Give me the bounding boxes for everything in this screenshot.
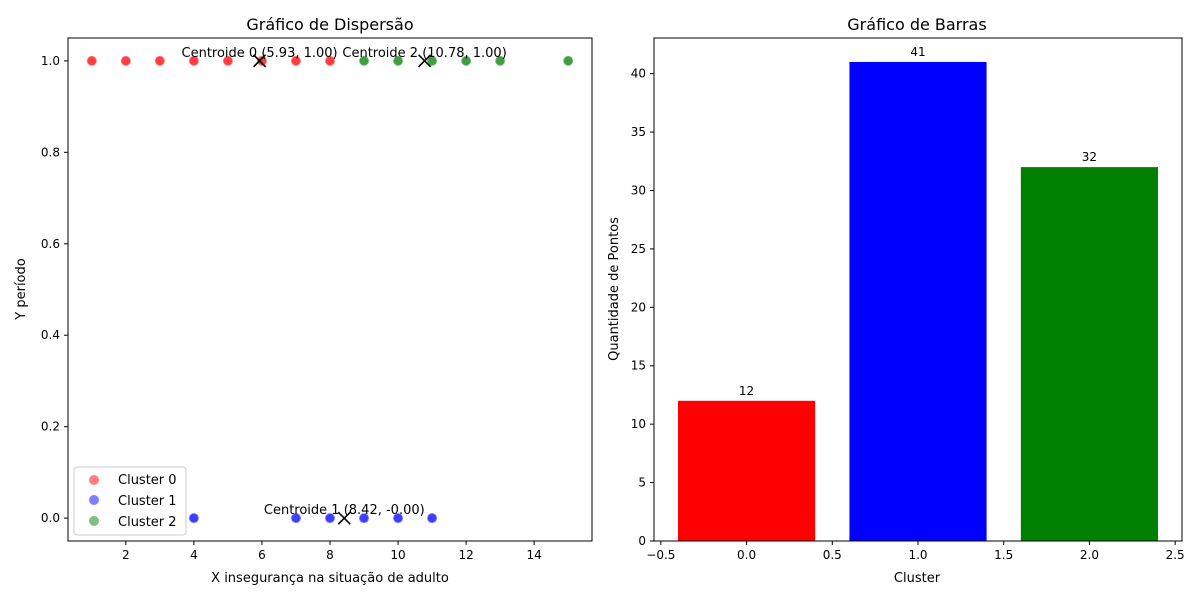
scatter-point-overlay-cluster-2 <box>461 56 471 66</box>
bar-y-tick-label: 35 <box>631 125 646 139</box>
scatter-ticks: 2 4 6 8 10 12 14 0.0 0.2 0.4 0.6 0.8 1.0 <box>41 54 542 562</box>
scatter-point-overlay-cluster-1 <box>291 513 301 523</box>
bar-plot-frame <box>653 37 1183 542</box>
scatter-points <box>86 55 574 524</box>
scatter-x-tick-label: 6 <box>258 548 266 562</box>
scatter-y-tick-label: 1.0 <box>41 54 60 68</box>
scatter-x-tick-label: 4 <box>190 548 198 562</box>
scatter-point-overlay-cluster-2 <box>495 56 505 66</box>
scatter-y-tick-label: 0.8 <box>41 145 60 159</box>
scatter-point-overlay-cluster-1 <box>393 513 403 523</box>
bar-value-label-cluster-2: 32 <box>1082 150 1097 164</box>
scatter-point-overlay-cluster-0 <box>155 56 165 66</box>
scatter-x-tick-label: 14 <box>527 548 542 562</box>
scatter-panel: Gráfico de Dispersão 2 4 6 8 10 12 14 0.0 0.2 0.4… <box>14 15 593 586</box>
scatter-x-tick-label: 10 <box>390 548 405 562</box>
bar-x-tick-label: 0.0 <box>737 548 756 562</box>
legend-label-cluster-0: Cluster 0 <box>118 473 177 488</box>
scatter-point-overlay-cluster-1 <box>325 513 335 523</box>
scatter-point-overlay-cluster-0 <box>325 56 335 66</box>
scatter-point-overlay-cluster-0 <box>121 56 131 66</box>
bar-x-tick-label: −0.5 <box>646 548 675 562</box>
bar-y-tick-label: 10 <box>631 417 646 431</box>
scatter-centroids: Centroide 0 (5.93, 1.00) Centroide 1 (8.4… <box>182 46 507 525</box>
scatter-title: Gráfico de Dispersão <box>246 15 413 34</box>
bar-y-tick-label: 15 <box>631 359 646 373</box>
scatter-legend: Cluster 0 Cluster 1 Cluster 2 <box>73 466 187 536</box>
legend-label-cluster-1: Cluster 1 <box>118 494 177 509</box>
scatter-y-tick-label: 0.6 <box>41 237 60 251</box>
legend-marker-cluster-0 <box>89 475 99 485</box>
bar-x-tick-label: 2.5 <box>1166 548 1185 562</box>
scatter-point-overlay-cluster-2 <box>427 56 437 66</box>
centroid-label-1: Centroide 1 (8.42, -0.00) <box>264 503 425 518</box>
bar-y-tick-label: 5 <box>638 476 646 490</box>
scatter-x-axis-label: X insegurança na situação de adulto <box>211 571 449 586</box>
bar-title: Gráfico de Barras <box>847 15 986 34</box>
bar-x-tick-label: 1.5 <box>994 548 1013 562</box>
bar-x-tick-label: 1.0 <box>908 548 927 562</box>
legend-label-cluster-2: Cluster 2 <box>118 515 177 530</box>
bar-bars: 12 41 32 <box>678 45 1158 541</box>
scatter-point-overlay-cluster-1 <box>359 513 369 523</box>
scatter-x-tick-label: 2 <box>122 548 130 562</box>
bar-value-label-cluster-0: 12 <box>739 384 754 398</box>
centroid-label-2: Centroide 2 (10.78, 1.00) <box>342 46 506 61</box>
scatter-point-overlay-cluster-2 <box>563 56 573 66</box>
centroid-marker-0 <box>253 54 267 68</box>
bar-cluster-1 <box>849 61 987 541</box>
scatter-point-overlay-cluster-0 <box>257 56 267 66</box>
scatter-x-tick-label: 8 <box>326 548 334 562</box>
scatter-x-tick-label: 12 <box>458 548 473 562</box>
centroid-marker-1 <box>337 511 351 525</box>
legend-box <box>73 466 187 536</box>
bar-panel: Gráfico de Barras −0.5 0.0 0.5 1.0 1.5 2.0 2.5… <box>607 15 1185 586</box>
bar-x-tick-label: 0.5 <box>823 548 842 562</box>
centroid-marker-2 <box>418 54 432 68</box>
bar-y-tick-label: 40 <box>631 67 646 81</box>
bar-y-tick-label: 30 <box>631 183 646 197</box>
scatter-y-tick-label: 0.4 <box>41 328 60 342</box>
bar-y-tick-label: 20 <box>631 300 646 314</box>
bar-ticks: −0.5 0.0 0.5 1.0 1.5 2.0 2.5 0 5 10 15 20 25 30 35 40 <box>631 67 1185 562</box>
scatter-point-overlay-cluster-0 <box>291 56 301 66</box>
scatter-plot-frame <box>67 37 593 542</box>
centroid-label-0: Centroide 0 (5.93, 1.00) <box>182 46 338 61</box>
bar-y-tick-label: 25 <box>631 242 646 256</box>
scatter-point-overlay-cluster-2 <box>359 56 369 66</box>
bar-cluster-2 <box>1020 167 1158 541</box>
bar-cluster-0 <box>678 400 816 541</box>
bar-y-axis-label: Quantidade de Pontos <box>607 217 622 361</box>
scatter-y-tick-label: 0.0 <box>41 511 60 525</box>
legend-marker-cluster-2 <box>89 516 99 526</box>
scatter-point-overlay-cluster-1 <box>427 513 437 523</box>
bar-value-label-cluster-1: 41 <box>910 45 925 59</box>
bar-y-tick-label: 0 <box>638 534 646 548</box>
bar-x-tick-label: 2.0 <box>1080 548 1099 562</box>
scatter-point-overlay-cluster-0 <box>223 56 233 66</box>
scatter-y-axis-label: Y período <box>14 258 29 320</box>
legend-marker-cluster-1 <box>89 495 99 505</box>
scatter-point-overlay-cluster-0 <box>189 56 199 66</box>
scatter-point-overlay-cluster-2 <box>393 56 403 66</box>
scatter-point-overlay-cluster-1 <box>189 513 199 523</box>
scatter-y-tick-label: 0.2 <box>41 420 60 434</box>
scatter-point-overlay-cluster-0 <box>87 56 97 66</box>
bar-x-axis-label: Cluster <box>894 571 941 586</box>
